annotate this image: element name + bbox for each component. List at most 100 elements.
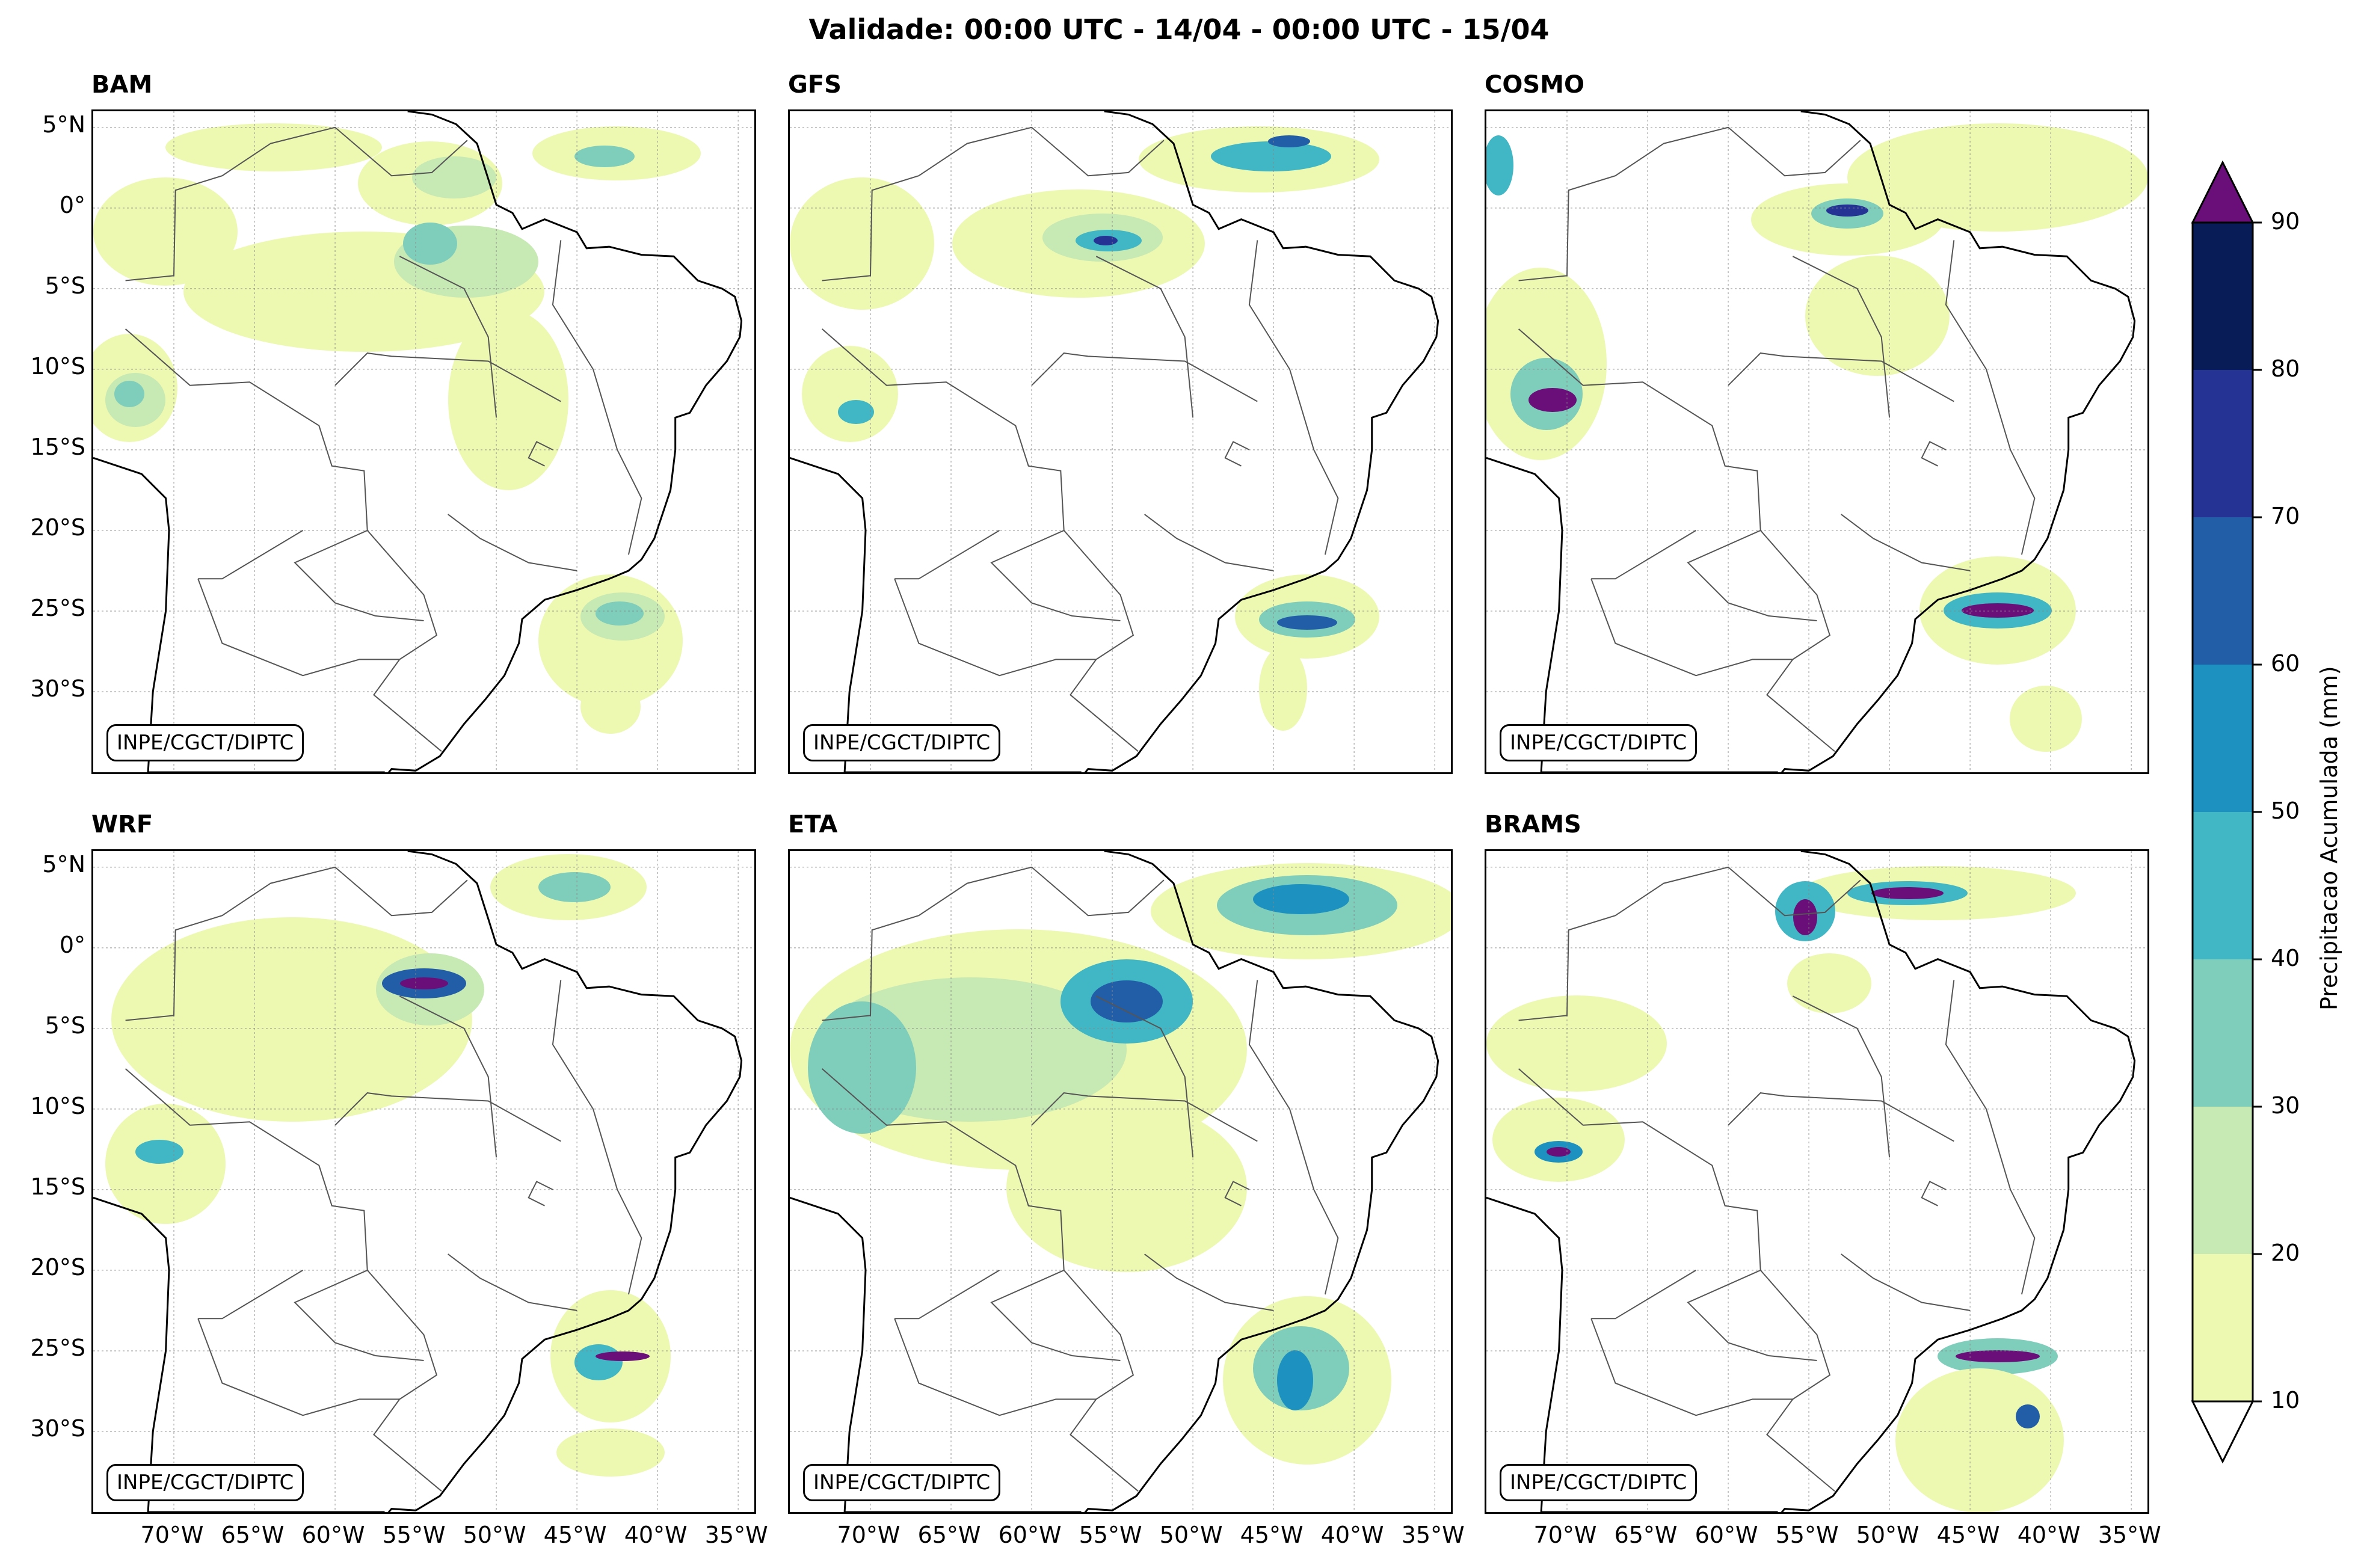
colorbar-label: Precipitacao Acumulada (mm) xyxy=(2316,666,2342,1010)
state-border xyxy=(1687,1269,1817,1361)
coastline xyxy=(1486,111,2136,772)
lon-label: 60°W xyxy=(301,1522,365,1548)
lat-label: 5°N xyxy=(42,111,85,138)
map-eta xyxy=(790,851,1451,1512)
state-border xyxy=(1095,256,1194,418)
lat-label: 10°S xyxy=(30,1092,85,1119)
state-border xyxy=(125,866,468,1021)
lat-label: 25°S xyxy=(30,1334,85,1361)
state-border xyxy=(1728,1092,1954,1142)
credit-box: INPE/CGCT/DIPTC xyxy=(803,724,1001,761)
state-border xyxy=(197,578,400,677)
lon-label: 35°W xyxy=(704,1522,768,1548)
state-border xyxy=(1591,1270,1697,1320)
lon-label: 65°W xyxy=(1614,1522,1678,1548)
lon-label: 50°W xyxy=(1856,1522,1919,1548)
map-wrf xyxy=(93,851,754,1512)
state-border xyxy=(1248,980,1339,1295)
graticule xyxy=(1486,111,2147,772)
colorbar-tick-label: 80 xyxy=(2271,355,2300,382)
lon-label: 55°W xyxy=(1079,1522,1142,1548)
lon-label: 40°W xyxy=(2017,1522,2081,1548)
map-panel-eta: INPE/CGCT/DIPTC xyxy=(788,849,1453,1514)
panel-label-wrf: WRF xyxy=(91,811,153,838)
lat-label: 20°S xyxy=(30,514,85,541)
state-border xyxy=(990,529,1121,621)
credit-box: INPE/CGCT/DIPTC xyxy=(1500,1464,1698,1501)
colorbar-tick-label: 30 xyxy=(2271,1092,2300,1119)
state-border xyxy=(1841,1253,1971,1311)
map-panel-bam: INPE/CGCT/DIPTC xyxy=(91,109,756,774)
figure-title: Validade: 00:00 UTC - 14/04 - 00:00 UTC … xyxy=(808,13,1550,46)
lat-label: 25°S xyxy=(30,594,85,621)
state-border xyxy=(822,866,1165,1021)
map-cosmo xyxy=(1486,111,2147,772)
colorbar-segment xyxy=(2193,370,2253,517)
lon-label: 65°W xyxy=(917,1522,981,1548)
lon-label: 60°W xyxy=(1695,1522,1758,1548)
colorbar-segment xyxy=(2193,223,2253,370)
state-border xyxy=(1518,328,1835,752)
colorbar-tick-label: 60 xyxy=(2271,650,2300,677)
state-border xyxy=(1945,240,2036,555)
panel-label-brams: BRAMS xyxy=(1485,811,1581,838)
state-border xyxy=(1224,441,1250,467)
state-border xyxy=(1518,126,1861,281)
colorbar-segment xyxy=(2193,1254,2253,1401)
state-border xyxy=(1518,1068,1835,1492)
coastline xyxy=(790,851,1439,1512)
colorbar xyxy=(2191,160,2262,1464)
state-border xyxy=(1591,530,1697,580)
state-border xyxy=(294,529,424,621)
state-border xyxy=(821,328,1139,752)
lon-label: 65°W xyxy=(221,1522,285,1548)
colorbar-tick-label: 10 xyxy=(2271,1387,2300,1413)
state-border xyxy=(448,1253,577,1311)
lon-label: 40°W xyxy=(624,1522,688,1548)
credit-box: INPE/CGCT/DIPTC xyxy=(803,1464,1001,1501)
graticule xyxy=(790,111,1451,772)
lon-label: 45°W xyxy=(1240,1522,1304,1548)
state-border xyxy=(198,530,304,580)
state-border xyxy=(294,1269,424,1361)
lon-label: 70°W xyxy=(837,1522,900,1548)
state-border xyxy=(1921,441,1947,467)
state-border xyxy=(894,1318,1097,1416)
panel-label-eta: ETA xyxy=(788,811,838,838)
state-border xyxy=(1031,1092,1258,1142)
map-panel-brams: INPE/CGCT/DIPTC xyxy=(1485,849,2149,1514)
state-border xyxy=(552,240,642,555)
coastline xyxy=(790,111,1439,772)
coastline xyxy=(93,111,743,772)
colorbar-tick-label: 50 xyxy=(2271,798,2300,824)
state-border xyxy=(1841,514,1971,571)
state-border xyxy=(990,1269,1121,1361)
coastline xyxy=(1486,851,2136,1512)
state-border xyxy=(1518,866,1861,1021)
state-border xyxy=(1590,1318,1793,1416)
lon-label: 70°W xyxy=(140,1522,204,1548)
state-border xyxy=(1792,256,1891,418)
state-border xyxy=(1144,514,1274,571)
state-border xyxy=(334,352,561,402)
coastline xyxy=(93,851,743,1512)
state-border xyxy=(1031,352,1258,402)
lat-label: 30°S xyxy=(30,675,85,702)
map-brams xyxy=(1486,851,2147,1512)
state-border xyxy=(125,1068,442,1492)
lat-label: 15°S xyxy=(30,1173,85,1200)
state-border xyxy=(821,1068,1139,1492)
state-border xyxy=(1728,352,1954,402)
lon-label: 50°W xyxy=(1159,1522,1223,1548)
lat-label: 0° xyxy=(59,191,85,218)
colorbar-segment xyxy=(2193,812,2253,959)
colorbar-tick-label: 20 xyxy=(2271,1240,2300,1266)
state-border xyxy=(552,980,642,1295)
lon-label: 45°W xyxy=(543,1522,607,1548)
state-border xyxy=(1921,1181,1947,1207)
panel-label-gfs: GFS xyxy=(788,71,842,99)
map-bam xyxy=(93,111,754,772)
map-panel-gfs: INPE/CGCT/DIPTC xyxy=(788,109,1453,774)
credit-box: INPE/CGCT/DIPTC xyxy=(106,724,304,761)
graticule xyxy=(93,111,754,772)
